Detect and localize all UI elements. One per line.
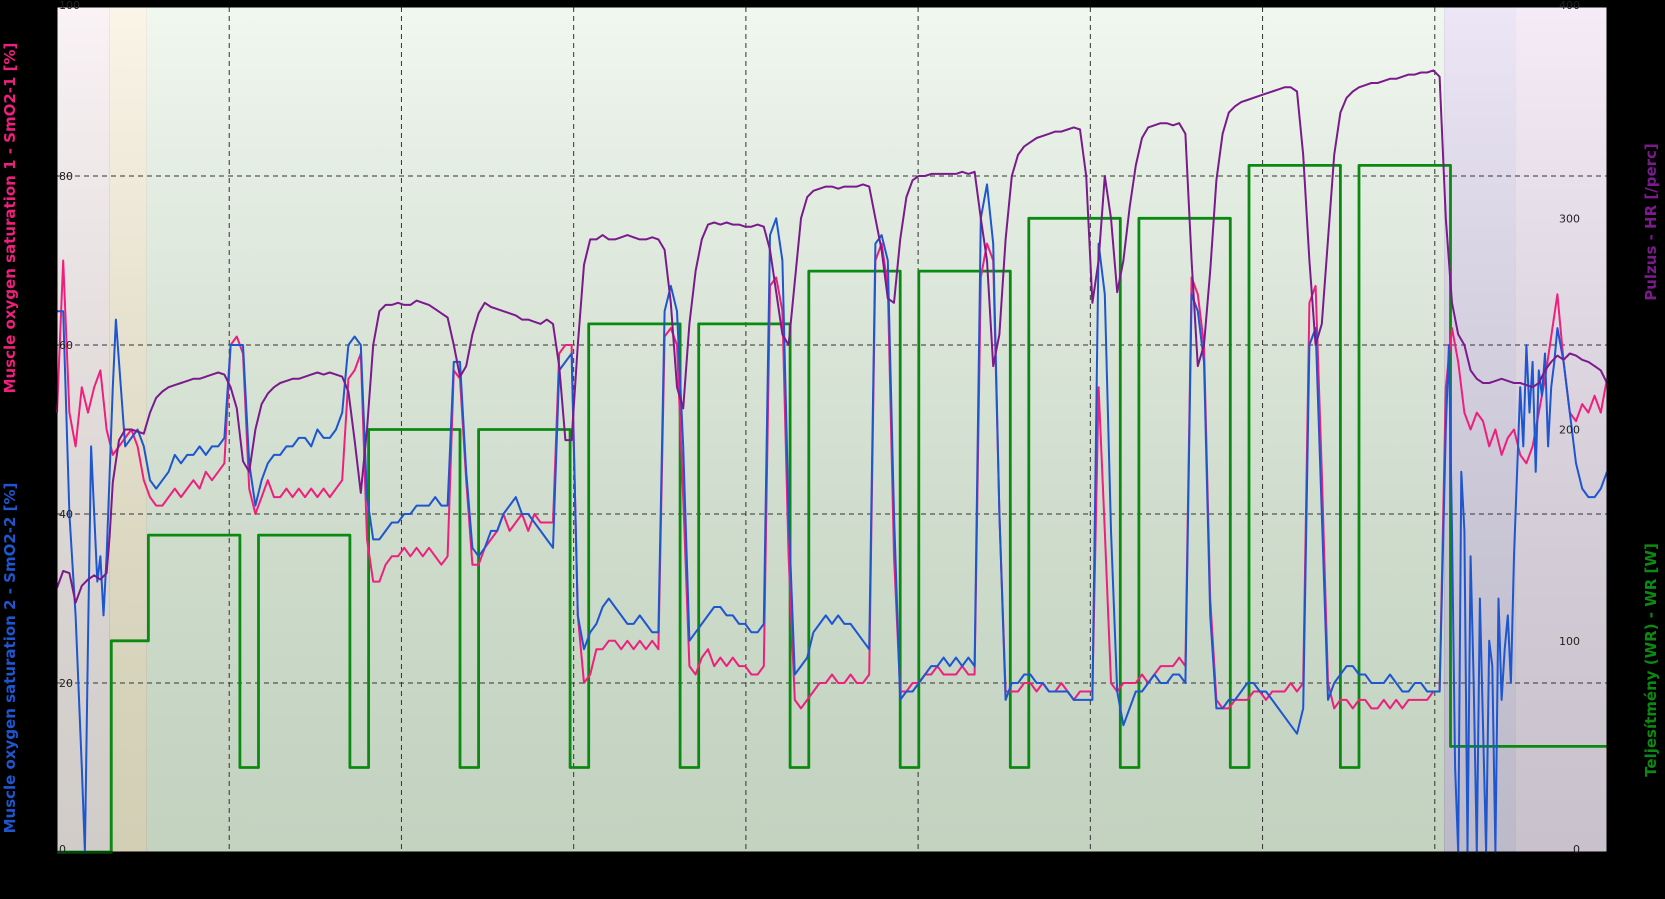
right-tick-label: 400 [1559,0,1580,12]
left-tick-label: 60 [59,339,73,352]
plot-shading [57,7,1607,852]
left-axis-label-top: Muscle oxygen saturation 1 - SmO2-1 [%] [1,43,19,394]
left-tick-label: 40 [59,508,73,521]
left-tick-label: 0 [59,843,66,856]
gridlines [57,7,1607,852]
series-line-1 [57,183,1608,853]
right-axis-label-bottom: Teljesítmény (WR) - WR [W] [1642,543,1660,777]
right-axis-label-top: Pulzus - HR [/perc] [1642,143,1660,301]
plot-frame [56,6,1608,853]
left-tick-label: 80 [59,170,73,183]
series-line-0 [56,242,1608,710]
left-tick-label: 20 [59,677,73,690]
right-tick-label: 300 [1559,212,1580,225]
right-tick-label: 100 [1559,635,1580,648]
right-tick-label: 200 [1559,424,1580,437]
series-line-2 [56,69,1608,604]
left-axis-label-bottom: Muscle oxygen saturation 2 - SmO2-2 [%] [1,483,19,834]
right-tick-label: 0 [1573,843,1580,856]
series-group [56,69,1608,854]
tick-labels: 0 20 40 60 80 100 0 100 200 300 400 [59,0,1580,856]
left-tick-label: 100 [59,0,80,12]
